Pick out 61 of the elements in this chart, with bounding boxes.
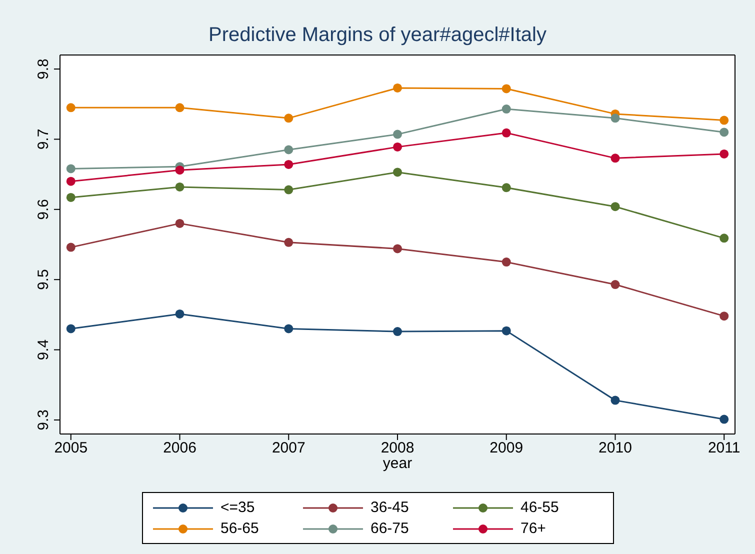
point [66,242,76,252]
point [66,164,76,174]
x-tick-label: 2007 [272,440,306,457]
point [720,312,729,321]
x-tick-label: 2009 [490,440,524,457]
point [502,258,511,267]
point [610,114,620,123]
point [284,238,294,247]
point [393,130,402,139]
point [393,142,402,152]
point [720,149,729,158]
point [393,83,402,92]
point [284,160,294,169]
point [502,84,511,94]
point [502,326,511,336]
point [284,324,294,334]
point [502,183,511,192]
x-tick-label: 2006 [163,440,196,457]
point [502,104,511,114]
legend-label: 66-75 [370,520,409,537]
point [720,414,729,424]
point [284,185,294,194]
point [393,168,402,177]
point [66,324,76,334]
legend-label: 56-65 [220,520,259,537]
point [175,182,184,192]
point [175,309,184,318]
legend-label: <=35 [220,499,255,516]
point [66,192,76,202]
point [720,128,729,137]
point [284,114,294,123]
legend-label: 36-45 [370,499,409,516]
y-tick-label: 9.4 [35,339,52,360]
point [66,103,76,112]
point [720,116,729,125]
legend-label: 46-55 [520,499,559,516]
y-tick-label: 9.8 [35,58,52,80]
point [175,166,184,175]
chart-title: Predictive Margins of year#agecl#Italy [208,24,548,47]
x-tick-label: 2005 [54,440,88,457]
point [610,280,620,290]
legend-label: 76+ [520,520,546,537]
x-tick-label: 2010 [598,440,632,457]
point [502,128,511,138]
point [720,234,729,243]
point [610,202,620,212]
x-tick-label: 2008 [380,440,414,457]
point [393,244,402,254]
y-tick-label: 9.7 [35,128,52,150]
point [175,103,184,112]
y-tick-label: 9.3 [35,410,52,430]
point [284,145,294,154]
point [610,396,620,405]
y-tick-label: 9.5 [35,269,52,290]
point [610,154,620,163]
x-axis-title: year [382,455,412,472]
x-tick-label: 2011 [708,440,740,457]
point [66,176,76,186]
point [175,218,184,228]
y-tick-label: 9.6 [35,198,52,220]
point [393,327,402,336]
